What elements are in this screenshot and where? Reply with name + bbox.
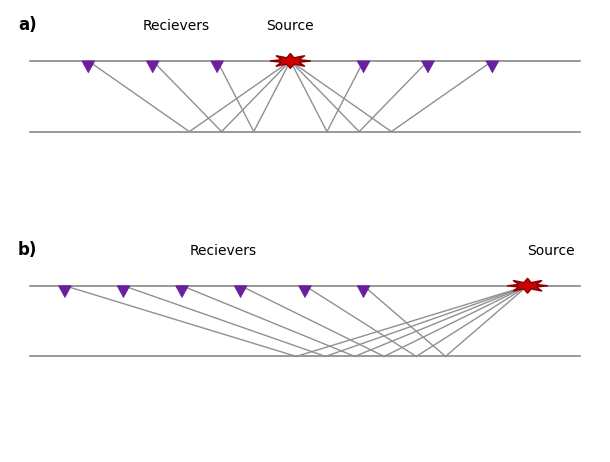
Polygon shape	[357, 286, 370, 298]
Text: Recievers: Recievers	[143, 19, 210, 33]
Polygon shape	[486, 61, 499, 73]
Polygon shape	[234, 286, 247, 298]
Polygon shape	[507, 278, 548, 293]
Polygon shape	[357, 61, 370, 73]
Polygon shape	[270, 54, 311, 68]
Polygon shape	[117, 286, 130, 298]
Polygon shape	[298, 286, 312, 298]
Polygon shape	[146, 61, 159, 73]
Polygon shape	[59, 286, 71, 298]
Text: b): b)	[18, 241, 37, 259]
Text: Source: Source	[527, 244, 575, 258]
Polygon shape	[422, 61, 434, 73]
Polygon shape	[82, 61, 95, 73]
Text: Recievers: Recievers	[190, 244, 257, 258]
Polygon shape	[176, 286, 188, 298]
Text: Source: Source	[267, 19, 314, 33]
Polygon shape	[210, 61, 224, 73]
Text: a): a)	[18, 16, 37, 34]
